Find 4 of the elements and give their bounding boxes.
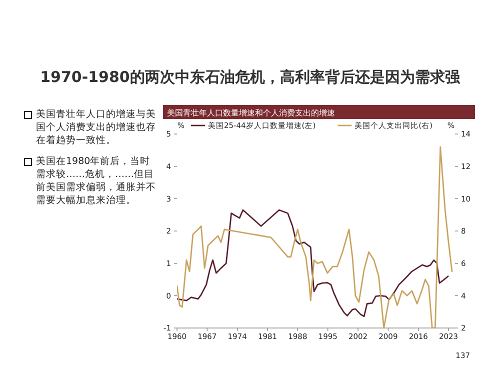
chart-title: 美国青壮年人口数量增速和个人消费支出的增速 xyxy=(167,108,335,118)
text: 1970-1980的两次中东石油危机，高利率背后还是因为需求强 xyxy=(39,68,462,87)
text: 美国在1980年前后，当时需求较……危机，……但目前美国需求偏弱，通胀并不需要大幅加息来治理。 xyxy=(35,155,156,207)
text: 美国青壮年人口的增速与美国个人消费支出的增速也存在着趋势一致性。 xyxy=(35,108,156,147)
